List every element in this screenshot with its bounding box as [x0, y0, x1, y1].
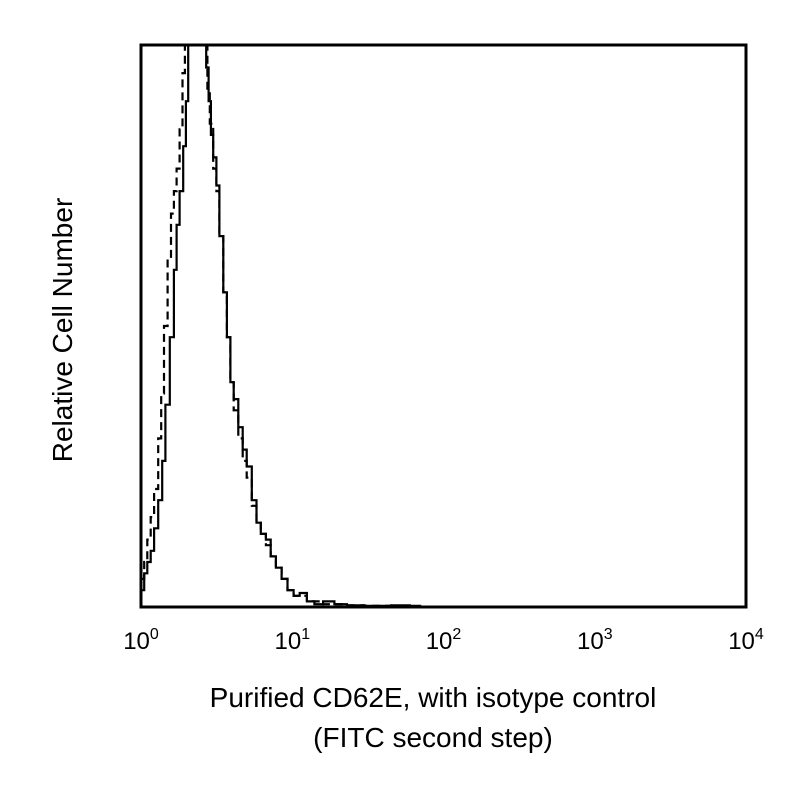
x-tick-base: 10	[274, 628, 301, 655]
x-tick-base: 10	[728, 628, 755, 655]
x-tick-exponent: 0	[150, 626, 159, 643]
y-axis-label: Relative Cell Number	[47, 198, 78, 463]
sample-histogram	[141, 43, 422, 607]
x-tick-labels: 100 101 102 103 104	[123, 626, 764, 655]
x-tick-label-2: 102	[426, 626, 462, 655]
series-layer	[141, 43, 422, 607]
x-tick-label-3: 103	[577, 626, 613, 655]
x-tick-label-0: 100	[123, 626, 159, 655]
x-tick-label-1: 101	[274, 626, 310, 655]
plot-frame	[139, 43, 748, 609]
x-tick-exponent: 1	[301, 626, 310, 643]
isotype-control-histogram	[141, 43, 393, 607]
x-axis-label-line2: (FITC second step)	[313, 722, 553, 753]
x-tick-base: 10	[123, 628, 150, 655]
x-tick-base: 10	[426, 628, 453, 655]
x-tick-exponent: 3	[604, 626, 613, 643]
x-tick-exponent: 2	[452, 626, 461, 643]
x-tick-exponent: 4	[755, 626, 764, 643]
x-axis-label-line1: Purified CD62E, with isotype control	[210, 682, 657, 713]
x-tick-base: 10	[577, 628, 604, 655]
x-tick-label-4: 104	[728, 626, 764, 655]
